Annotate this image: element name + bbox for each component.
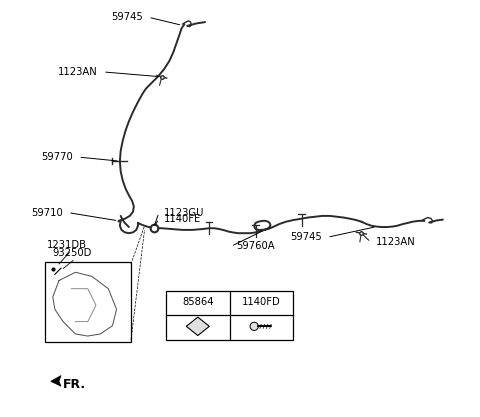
Polygon shape	[186, 317, 209, 336]
Bar	[45, 262, 131, 342]
Text: 1123AN: 1123AN	[376, 237, 416, 247]
Text: 93250D: 93250D	[52, 248, 91, 258]
Text: 1140FE: 1140FE	[164, 214, 201, 224]
Text: 1140FD: 1140FD	[242, 296, 281, 306]
Text: 1123GU: 1123GU	[164, 208, 204, 218]
Bar	[166, 291, 293, 340]
Text: 59770: 59770	[42, 152, 73, 162]
Text: 59760A: 59760A	[236, 241, 275, 251]
Text: FR.: FR.	[63, 378, 86, 391]
Polygon shape	[51, 376, 61, 386]
Text: 59745: 59745	[111, 12, 144, 22]
Text: 1231DB: 1231DB	[47, 240, 86, 250]
Text: 59745: 59745	[290, 232, 322, 242]
Text: 85864: 85864	[182, 296, 214, 306]
Circle shape	[250, 322, 258, 330]
Text: 1123AN: 1123AN	[58, 67, 98, 77]
Text: 59710: 59710	[31, 208, 63, 218]
